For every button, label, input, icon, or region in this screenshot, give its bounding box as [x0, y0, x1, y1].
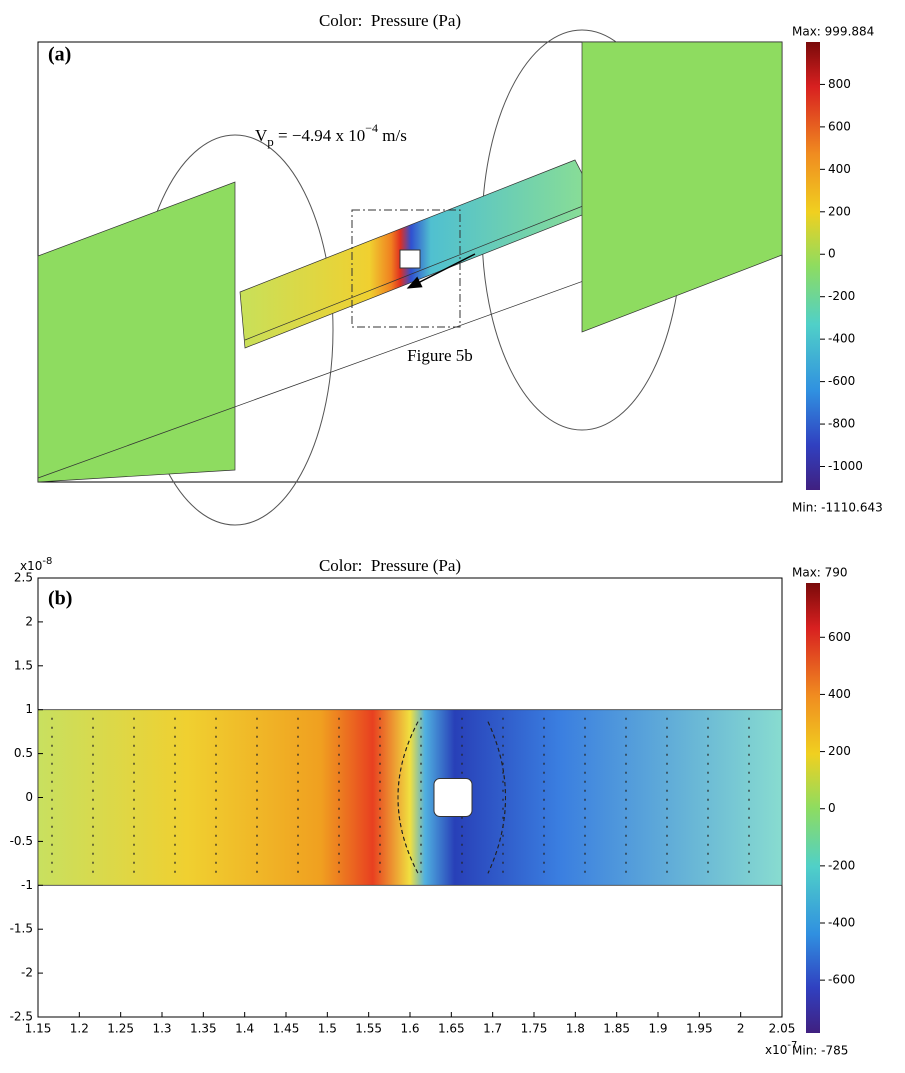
colorbar-max: Max: 790 — [792, 566, 848, 580]
unit: m/s — [378, 126, 407, 145]
x-tick-label: 2 — [737, 1022, 745, 1036]
inset-box — [351, 209, 461, 328]
panel-b: Color: Pressure (Pa) (b) x10-8 x10-7 Max… — [10, 556, 856, 1058]
colorbar-min: Min: -785 — [792, 1044, 848, 1058]
x-tick-label: 1.85 — [603, 1022, 630, 1036]
x-tick-label: 1.5 — [318, 1022, 337, 1036]
colorbar-tick-label: 600 — [828, 630, 851, 644]
colorbar — [806, 583, 820, 1033]
base: x10 — [20, 559, 42, 573]
y-tick-label: 2 — [25, 614, 33, 628]
obstacle — [433, 778, 473, 817]
colorbar-min: Min: -1110.643 — [792, 501, 883, 515]
exponent: −4 — [365, 121, 378, 135]
colorbar-tick-label: 200 — [828, 204, 851, 218]
panel-a: Color: Pressure (Pa) (a) Vp = −4.94 x 10… — [37, 11, 883, 526]
title: Color: Pressure (Pa) — [319, 11, 461, 30]
x-tick-label: 1.6 — [400, 1022, 419, 1036]
colorbar — [806, 42, 820, 490]
y-tick-label: -0.5 — [10, 834, 33, 848]
x-tick-label: 1.45 — [273, 1022, 300, 1036]
x-multiplier: x10-7 — [765, 1040, 797, 1057]
y-tick-label: 1 — [25, 702, 33, 716]
value: = −4.94 x 10 — [274, 126, 365, 145]
inset-label: Figure 5b — [407, 346, 473, 365]
x-tick-label: 1.35 — [190, 1022, 217, 1036]
x-tick-label: 1.25 — [107, 1022, 134, 1036]
base: x10 — [765, 1043, 787, 1057]
x-tick-label: 1.3 — [152, 1022, 171, 1036]
colorbar-tick-label: -200 — [828, 289, 855, 303]
colorbar-tick-label: 400 — [828, 687, 851, 701]
colorbar-max: Max: 999.884 — [792, 25, 874, 39]
title: Color: Pressure (Pa) — [319, 556, 461, 575]
colorbar-tick-label: 400 — [828, 162, 851, 176]
colorbar-tick-label: 600 — [828, 119, 851, 133]
colorbar-tick-label: 0 — [828, 247, 836, 261]
y-multiplier: x10-8 — [20, 556, 52, 573]
subscript: p — [267, 134, 274, 149]
right-plate — [581, 41, 783, 333]
colorbar-tick-label: -1000 — [828, 459, 863, 473]
x-tick-label: 1.95 — [686, 1022, 713, 1036]
x-tick-label: 1.55 — [355, 1022, 382, 1036]
x-tick-label: 1.2 — [70, 1022, 89, 1036]
colorbar-tick-label: 800 — [828, 77, 851, 91]
y-tick-label: 0 — [25, 790, 33, 804]
colorbar-tick-label: -800 — [828, 417, 855, 431]
x-tick-label: 1.4 — [235, 1022, 254, 1036]
channel — [37, 709, 783, 886]
tube-edge — [244, 199, 599, 341]
panel-label: (b) — [48, 588, 72, 610]
velocity-arrow — [406, 253, 476, 289]
colorbar-tick-label: -400 — [828, 916, 855, 930]
velocity-label: Vp = −4.94 x 10−4 m/s — [255, 121, 407, 149]
colorbar-tick-label: -600 — [828, 973, 855, 987]
colorbar-tick-label: -400 — [828, 332, 855, 346]
x-tick-label: 1.9 — [648, 1022, 667, 1036]
colorbar-tick-label: -600 — [828, 374, 855, 388]
x-tick-label: 1.8 — [566, 1022, 585, 1036]
y-tick-label: -1.5 — [10, 922, 33, 936]
flow-curve — [397, 721, 419, 874]
colorbar-tick-label: 0 — [828, 801, 836, 815]
y-tick-label: -2 — [21, 966, 33, 980]
x-tick-label: 1.15 — [25, 1022, 52, 1036]
colorbar-tick-label: 200 — [828, 744, 851, 758]
x-tick-label: 1.75 — [521, 1022, 548, 1036]
symbol: V — [255, 126, 268, 145]
exponent: -8 — [42, 556, 52, 567]
y-tick-label: 2.5 — [14, 571, 33, 585]
y-tick-label: -2.5 — [10, 1010, 33, 1024]
y-tick-label: -1 — [21, 878, 33, 892]
exponent: -7 — [787, 1040, 797, 1051]
panel-label: (a) — [48, 44, 71, 66]
colorbar-tick-label: -200 — [828, 858, 855, 872]
x-tick-label: 1.7 — [483, 1022, 502, 1036]
obstacle — [399, 249, 421, 269]
x-tick-label: 2.05 — [769, 1022, 796, 1036]
y-tick-label: 0.5 — [14, 746, 33, 760]
x-tick-label: 1.65 — [438, 1022, 465, 1036]
left-plate — [37, 181, 236, 483]
flow-curve — [487, 721, 506, 874]
y-tick-label: 1.5 — [14, 658, 33, 672]
